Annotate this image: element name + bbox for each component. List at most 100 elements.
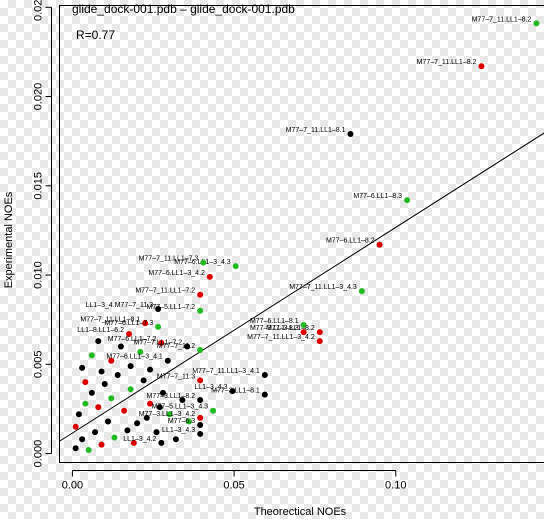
data-point (261, 372, 268, 379)
point-cluster (72, 338, 192, 454)
data-point (197, 414, 204, 421)
data-point (197, 291, 204, 298)
point-label: LL1–3_4.M77–7_11.3 (86, 302, 154, 309)
y-axis: 0.000 0.005 0.010 0.015 0.020 0.025 (33, 0, 52, 467)
data-point (316, 338, 323, 345)
data-point (127, 363, 134, 370)
data-point (197, 377, 204, 384)
point-label: M77–7.LL1–7.2 (134, 339, 183, 346)
data-point (147, 400, 154, 407)
data-point (140, 377, 147, 384)
data-point (75, 411, 82, 418)
point-label: M77–3.LL1–8.1 (211, 388, 260, 395)
data-point (95, 404, 102, 411)
point-label: M77–7_11.LL1–3_4.2 (247, 334, 315, 341)
point-label: M77–7_11.LL1–7.2 (135, 288, 195, 295)
data-point (82, 400, 89, 407)
y-tick-label: 0.015 (33, 172, 45, 200)
data-point (101, 380, 108, 387)
data-point (404, 197, 411, 204)
point-label: M77–3.LL1–8.2 (146, 393, 195, 400)
data-point (134, 420, 141, 427)
y-tick-label: 0.020 (33, 83, 45, 111)
data-point (158, 339, 165, 346)
point-label: LL1–3_4.3 (194, 384, 227, 391)
data-point (184, 343, 191, 350)
data-point (206, 273, 213, 280)
data-point (232, 263, 239, 270)
point-label: LL1–3_4.3 (162, 427, 195, 434)
data-point (124, 427, 131, 434)
x-axis: 0.00 0.05 0.10 (62, 470, 406, 492)
point-label: LL1–3_4.2 (123, 436, 156, 443)
data-point (92, 429, 99, 436)
data-point (126, 330, 133, 337)
data-point (478, 63, 485, 70)
x-tick-label: 0.10 (385, 480, 406, 492)
x-tick-label: 0.05 (223, 480, 244, 492)
data-point (108, 357, 115, 364)
data-point (210, 407, 217, 414)
point-label: M77–7_11.3 (157, 373, 196, 380)
data-point (155, 323, 162, 330)
data-point (72, 423, 79, 430)
labeled-points: M77–7_11.LL1–8.2 M77–7_11.LL1–8.2 M77–7_11… (77, 16, 540, 446)
data-point (85, 447, 92, 454)
data-point (316, 329, 323, 336)
y-tick-label: 0.025 (33, 0, 45, 21)
y-tick-label: 0.000 (33, 440, 45, 468)
data-point (166, 411, 173, 418)
y-tick-label: 0.010 (33, 261, 45, 289)
data-point (197, 347, 204, 354)
data-point (229, 388, 236, 395)
data-point (156, 404, 163, 411)
data-point (79, 436, 86, 443)
data-point (88, 352, 95, 359)
point-label: M77–6.LL1–7.2 (108, 336, 157, 343)
point-label: M77–5.LL1–7.2 (146, 304, 195, 311)
data-point (95, 338, 102, 345)
point-label: M77–3.LL1–3_4.2 (139, 411, 196, 418)
data-point (137, 348, 144, 355)
data-point (185, 418, 192, 425)
data-point (376, 241, 383, 248)
data-point (172, 436, 179, 443)
plot-frame (59, 5, 544, 463)
point-label: M77–6.LL1–8.2 (326, 238, 375, 245)
data-point (142, 320, 149, 327)
data-point (98, 441, 105, 448)
data-point (197, 422, 204, 429)
data-point (533, 20, 540, 27)
data-point (300, 329, 307, 336)
data-point (153, 429, 160, 436)
data-point (105, 418, 111, 425)
x-tick-label: 0.00 (62, 480, 83, 492)
point-label: M77–5.LL1–3_4.3 (152, 404, 209, 411)
point-label: M77–3.LL1–8.2 (266, 325, 315, 332)
data-point (114, 372, 121, 379)
data-point (111, 434, 118, 441)
point-label: LL1–8.LL1–6.2 (77, 327, 124, 334)
y-tick-label: 0.005 (33, 351, 45, 379)
point-label: M77–7_11.LL1–7.3 (139, 256, 199, 263)
point-label: M77–7_11.2 (157, 343, 196, 350)
data-point (300, 322, 307, 329)
point-label: M77–6.LL1–7.3 (104, 320, 153, 327)
point-label: M77–7_11.LL1–3_4.1 (192, 368, 260, 375)
fit-line-group (59, 132, 544, 442)
point-label: M77–6.LL1–8.1 (250, 318, 299, 325)
point-label: M77–3.LL1–8.3 (250, 325, 299, 332)
data-point (261, 391, 268, 398)
y-axis-label: Experimental NOEs (3, 191, 15, 288)
point-label: M77–6.LL1–8.3 (353, 193, 402, 200)
data-point (130, 439, 137, 446)
data-point (88, 389, 95, 396)
point-label: M77–7_11.LL1–8.1 (80, 316, 140, 323)
data-point (79, 364, 86, 371)
chart-title: glide_dock-001.pdb – glide_dock-001.pdb (72, 2, 295, 16)
data-point (98, 368, 105, 375)
point-label: M77–6.LL1–3_4.1 (106, 354, 163, 361)
data-point (117, 343, 124, 350)
point-label: M77–7_11.LL1–8.2 (472, 16, 532, 23)
point-label: M77–7_11.LL1–8.1 (286, 127, 346, 134)
